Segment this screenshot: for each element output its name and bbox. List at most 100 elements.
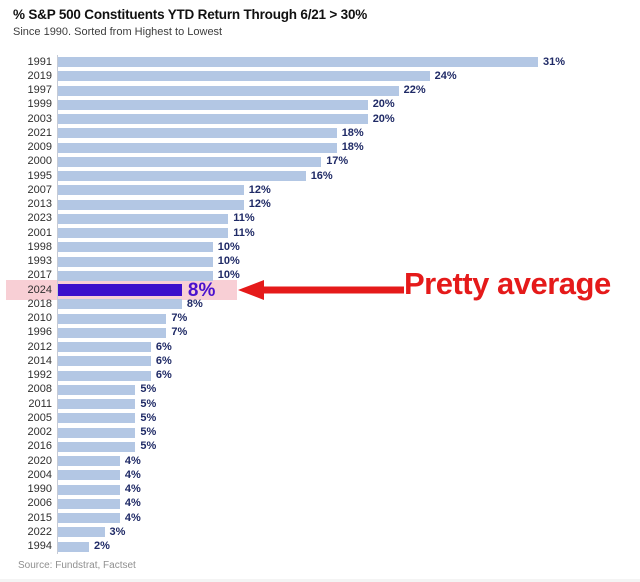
bar — [58, 370, 151, 381]
value-label: 5% — [140, 440, 157, 453]
value-label: 4% — [124, 454, 141, 467]
chart-row: 2019 24% — [0, 69, 640, 84]
year-label: 2016 — [27, 440, 52, 453]
chart-row: 1991 31% — [0, 55, 640, 70]
value-label: 4% — [124, 511, 141, 524]
bar — [58, 242, 213, 253]
chart-row: 2014 6% — [0, 354, 640, 369]
chart-row: 1998 10% — [0, 240, 640, 255]
year-label: 2008 — [27, 383, 52, 396]
year-label: 1993 — [27, 255, 52, 268]
year-label: 1994 — [27, 540, 52, 553]
bar-area: 4% — [57, 511, 640, 526]
year-label: 2021 — [27, 126, 52, 139]
bar — [58, 185, 244, 196]
bar — [58, 142, 337, 153]
bar-area: 11% — [57, 211, 640, 226]
bar-area: 3% — [57, 525, 640, 540]
bar-area: 8% — [57, 279, 640, 301]
chart-row: 2015 4% — [0, 511, 640, 526]
bar — [58, 327, 167, 338]
year-label: 1991 — [27, 55, 52, 68]
bar — [58, 342, 151, 353]
chart-row: 1994 2% — [0, 539, 640, 554]
bar-area: 20% — [57, 97, 640, 112]
year-label: 1998 — [27, 240, 52, 253]
year-label: 2023 — [27, 212, 52, 225]
chart-title: % S&P 500 Constituents YTD Return Throug… — [13, 7, 368, 22]
bar-area: 20% — [57, 112, 640, 127]
bar — [58, 99, 368, 110]
bar-area: 12% — [57, 197, 640, 212]
year-label: 2006 — [27, 497, 52, 510]
value-label: 5% — [140, 426, 157, 439]
value-label: 5% — [140, 383, 157, 396]
value-label: 10% — [217, 240, 240, 253]
chart-row: 2013 12% — [0, 197, 640, 212]
value-label: 3% — [109, 525, 126, 538]
value-label: 8% — [187, 279, 216, 301]
year-label: 2007 — [27, 183, 52, 196]
value-label: 4% — [124, 468, 141, 481]
red-arrow-icon — [238, 280, 404, 300]
year-label: 1996 — [27, 326, 52, 339]
bar — [58, 413, 136, 424]
bar — [58, 156, 322, 167]
year-label: 1997 — [27, 84, 52, 97]
value-label: 18% — [341, 141, 364, 154]
bar-area: 5% — [57, 382, 640, 397]
value-label: 12% — [248, 198, 271, 211]
value-label: 7% — [171, 312, 188, 325]
bar — [58, 427, 136, 438]
value-label: 4% — [124, 483, 141, 496]
year-label: 2005 — [27, 411, 52, 424]
bar — [58, 456, 120, 467]
bar — [58, 114, 368, 125]
year-label: 1995 — [27, 169, 52, 182]
bar-area: 10% — [57, 254, 640, 269]
bar — [58, 441, 136, 452]
bar — [58, 128, 337, 139]
value-label: 17% — [326, 155, 349, 168]
bar — [58, 313, 167, 324]
bar — [58, 299, 182, 310]
chart-row: 2023 11% — [0, 211, 640, 226]
bar-chart: 1991 31% 2019 24% 1997 22% 1999 20% 2003 20% 2021 1… — [0, 55, 640, 554]
value-label: 6% — [155, 340, 172, 353]
year-label: 2000 — [27, 155, 52, 168]
bar — [58, 399, 136, 410]
bottom-edge — [0, 579, 640, 582]
chart-row: 2009 18% — [0, 140, 640, 155]
value-label: 7% — [171, 326, 188, 339]
chart-subtitle: Since 1990. Sorted from Highest to Lowes… — [13, 26, 223, 38]
year-label: 2012 — [27, 340, 52, 353]
year-label: 2001 — [27, 226, 52, 239]
bar — [58, 513, 120, 524]
value-label: 20% — [372, 98, 395, 111]
year-label: 2004 — [27, 468, 52, 481]
chart-row: 2022 3% — [0, 525, 640, 540]
chart-row: 2021 18% — [0, 126, 640, 141]
bar-area: 12% — [57, 183, 640, 198]
bar — [58, 498, 120, 509]
bar — [58, 256, 213, 267]
bar — [58, 171, 306, 182]
chart-row-highlighted: 2024 8% — [0, 279, 640, 301]
bar — [58, 57, 538, 68]
bar-area: 6% — [57, 340, 640, 355]
chart-row: 2020 4% — [0, 454, 640, 469]
bar — [58, 384, 136, 395]
bar-area: 8% — [57, 297, 640, 312]
bar-area: 7% — [57, 311, 640, 326]
chart-row: 2000 17% — [0, 154, 640, 169]
value-label: 6% — [155, 369, 172, 382]
bar-area: 6% — [57, 354, 640, 369]
bar-area: 7% — [57, 325, 640, 340]
value-label: 6% — [155, 354, 172, 367]
year-label: 1992 — [27, 369, 52, 382]
bar-area: 2% — [57, 539, 640, 554]
bar-area: 4% — [57, 468, 640, 483]
chart-row: 2012 6% — [0, 340, 640, 355]
bar — [58, 228, 229, 239]
